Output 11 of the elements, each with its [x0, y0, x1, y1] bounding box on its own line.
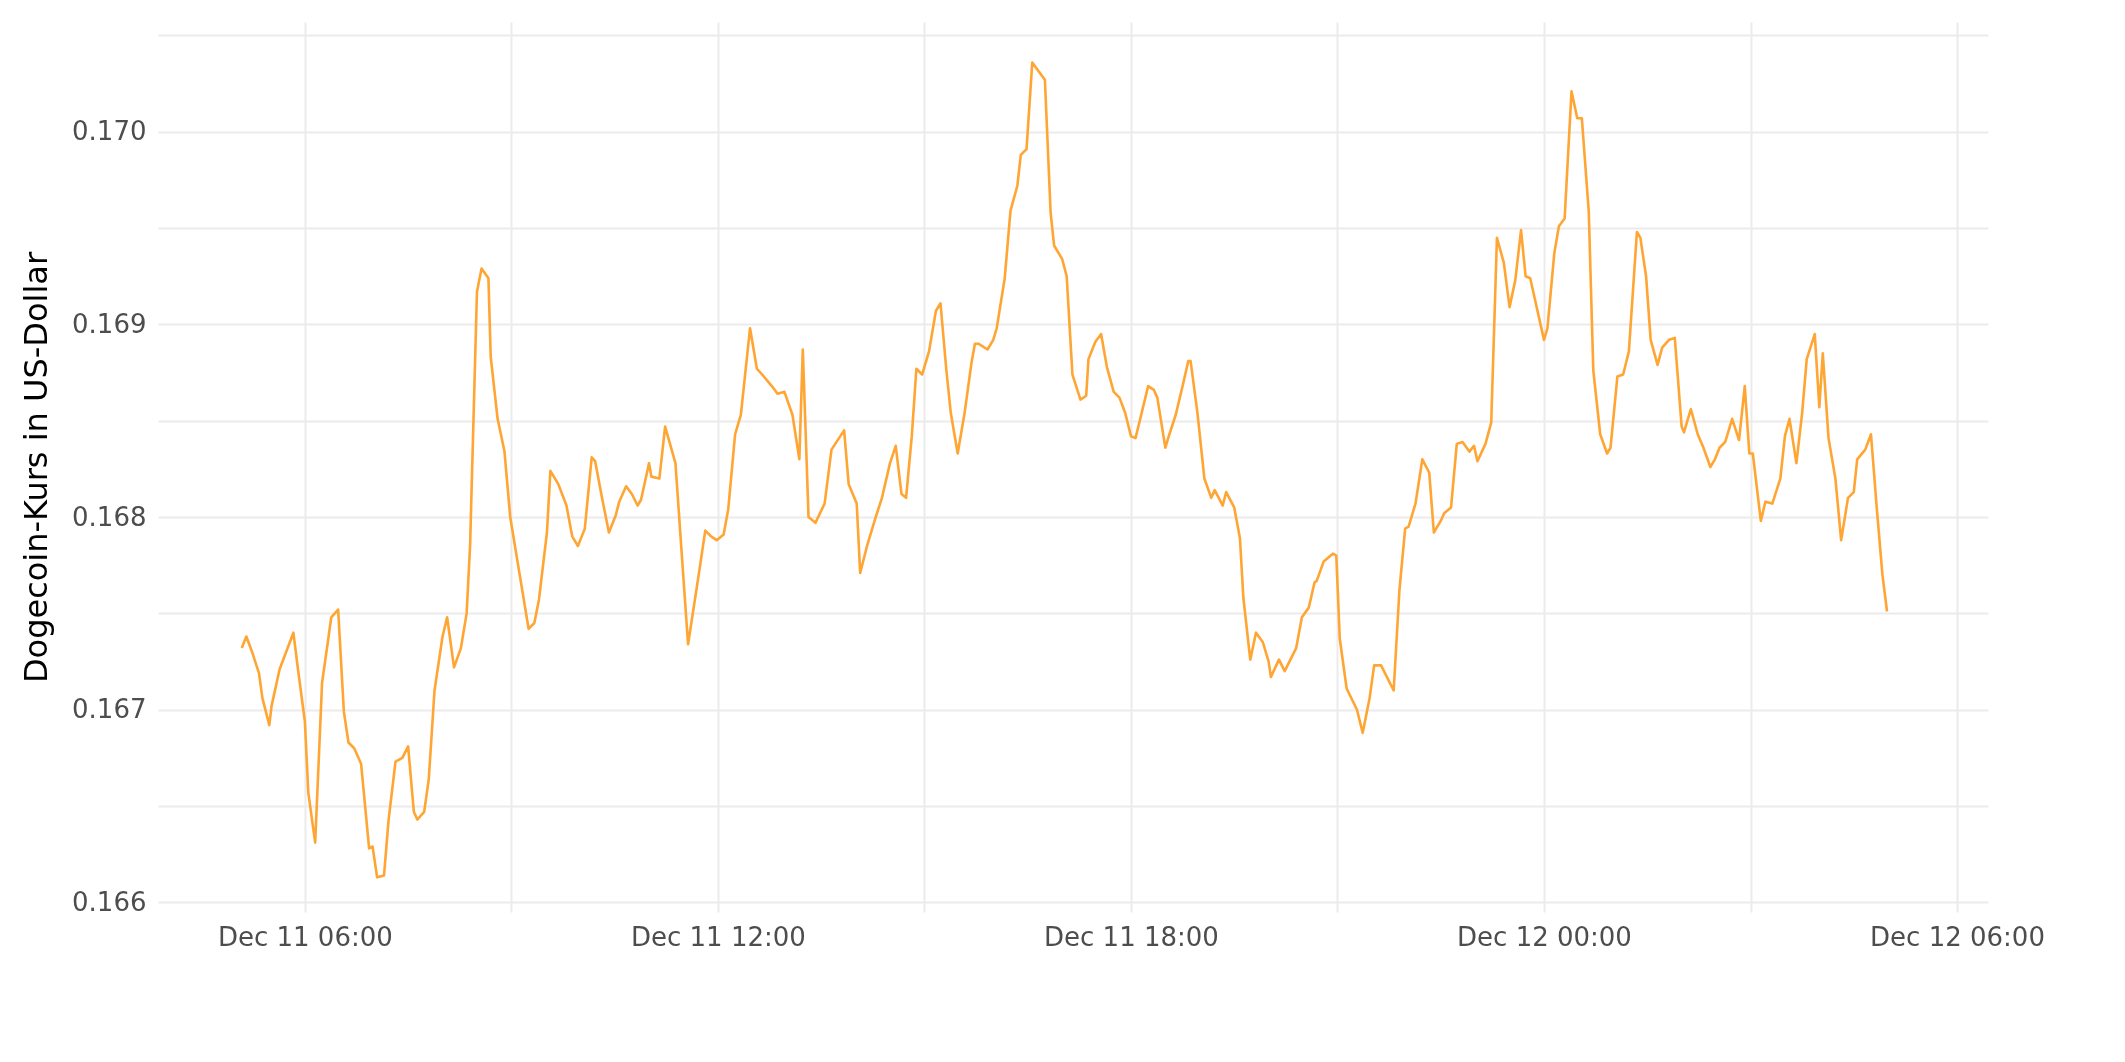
x-tick-label: Dec 11 12:00: [630, 921, 806, 952]
x-tick-label: Dec 11 06:00: [217, 921, 393, 952]
y-axis-title: Dogecoin-Kurs in US-Dollar: [17, 251, 56, 684]
y-tick-label: 0.167: [72, 694, 147, 725]
y-tick-label: 0.169: [72, 308, 147, 339]
y-tick-label: 0.168: [72, 501, 147, 532]
y-tick-label: 0.166: [72, 886, 147, 917]
x-tick-label: Dec 12 00:00: [1457, 921, 1632, 952]
x-tick-label: Dec 11 18:00: [1044, 921, 1219, 952]
x-tick-label: Dec 12 06:00: [1870, 921, 2045, 952]
y-tick-label: 0.170: [72, 116, 147, 147]
